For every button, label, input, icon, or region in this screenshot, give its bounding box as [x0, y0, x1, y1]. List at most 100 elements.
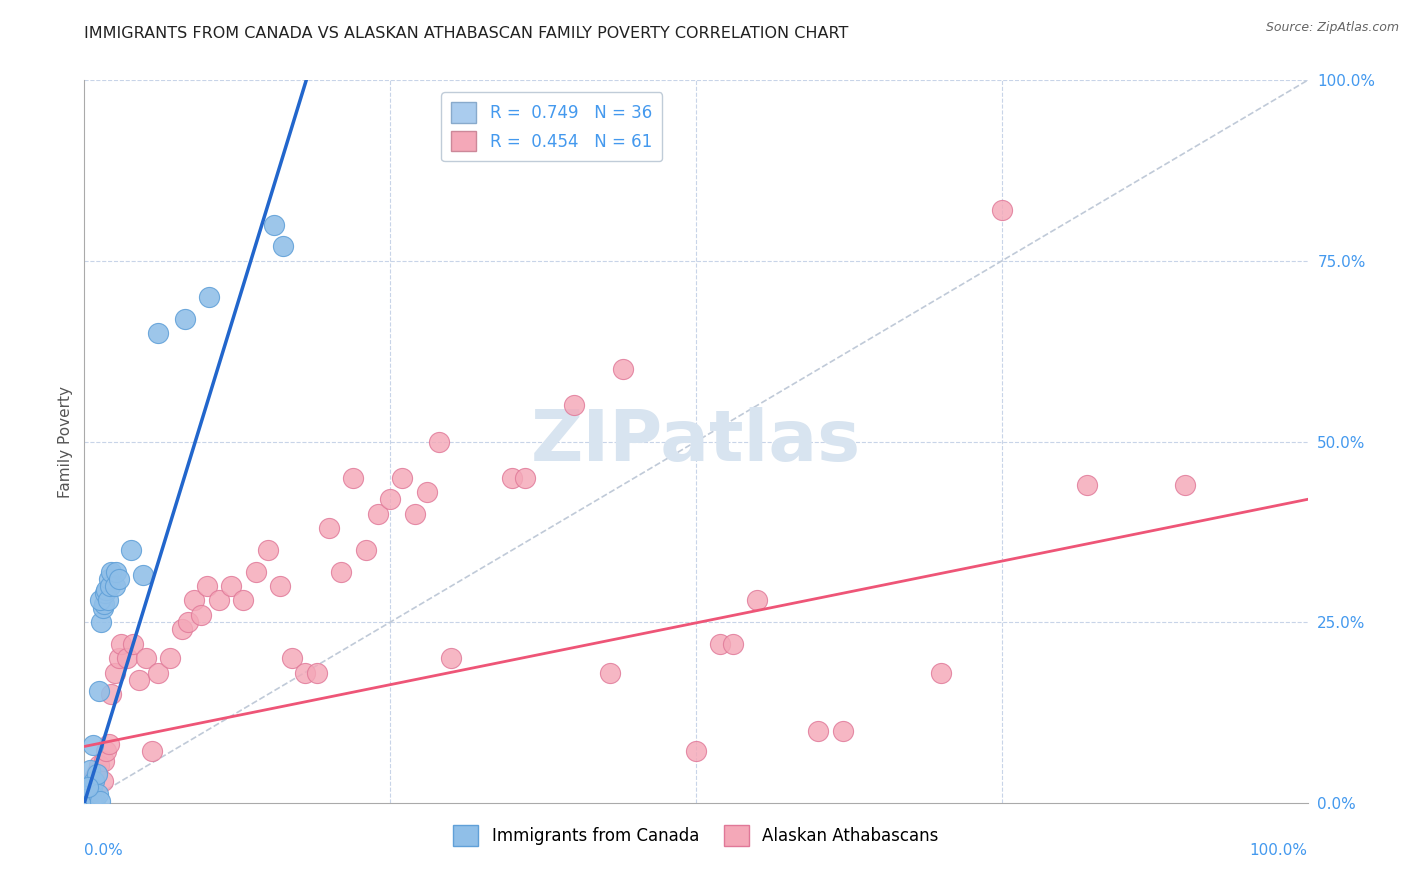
Point: [709, 637, 731, 651]
Point: [97, 593, 120, 607]
Text: Source: ZipAtlas.com: Source: ZipAtlas.com: [1265, 21, 1399, 34]
Legend: Immigrants from Canada, Alaskan Athabascans: Immigrants from Canada, Alaskan Athabasc…: [447, 819, 945, 852]
Point: [90, 615, 112, 630]
Point: [83, 774, 105, 789]
Point: [107, 651, 129, 665]
Point: [94, 586, 117, 600]
Point: [128, 673, 150, 687]
Point: [991, 203, 1014, 218]
Point: [80, 782, 103, 797]
Point: [257, 542, 280, 557]
Point: [330, 565, 353, 579]
Point: [281, 651, 304, 665]
Point: [721, 637, 744, 651]
Point: [105, 565, 128, 579]
Point: [219, 579, 242, 593]
Point: [513, 470, 536, 484]
Point: [135, 651, 157, 665]
Text: 0.0%: 0.0%: [84, 843, 124, 857]
Point: [86, 765, 108, 780]
Point: [122, 637, 145, 651]
Point: [115, 651, 138, 665]
Point: [91, 600, 114, 615]
Point: [100, 565, 122, 579]
Point: [86, 767, 108, 781]
Point: [83, 790, 105, 805]
Point: [502, 470, 524, 484]
Point: [929, 665, 952, 680]
Point: [190, 607, 212, 622]
Point: [80, 794, 103, 808]
Point: [416, 485, 439, 500]
Point: [96, 744, 118, 758]
Point: [77, 780, 100, 794]
Point: [177, 615, 200, 630]
Point: [98, 579, 121, 593]
Point: [232, 593, 254, 607]
Point: [96, 582, 118, 597]
Point: [146, 665, 169, 680]
Point: [91, 774, 114, 789]
Point: [271, 239, 294, 253]
Point: [87, 758, 110, 772]
Point: [747, 593, 769, 607]
Point: [685, 744, 707, 758]
Text: ZIPatlas: ZIPatlas: [531, 407, 860, 476]
Point: [245, 565, 267, 579]
Point: [87, 787, 110, 801]
Point: [807, 723, 830, 738]
Point: [79, 787, 101, 801]
Point: [263, 218, 285, 232]
Point: [93, 597, 115, 611]
Point: [427, 434, 450, 449]
Point: [77, 778, 100, 792]
Point: [198, 290, 221, 304]
Point: [77, 789, 100, 803]
Point: [83, 771, 105, 785]
Point: [87, 683, 110, 698]
Point: [208, 593, 231, 607]
Point: [391, 470, 413, 484]
Point: [110, 637, 132, 651]
Point: [440, 651, 463, 665]
Point: [562, 398, 585, 412]
Point: [612, 362, 634, 376]
Point: [132, 568, 155, 582]
Point: [97, 572, 120, 586]
Point: [82, 778, 104, 792]
Point: [404, 507, 426, 521]
Point: [120, 542, 142, 557]
Point: [305, 665, 328, 680]
Point: [100, 687, 122, 701]
Text: 100.0%: 100.0%: [1250, 843, 1308, 857]
Text: IMMIGRANTS FROM CANADA VS ALASKAN ATHABASCAN FAMILY POVERTY CORRELATION CHART: IMMIGRANTS FROM CANADA VS ALASKAN ATHABA…: [84, 26, 849, 40]
Point: [342, 470, 364, 484]
Point: [294, 665, 316, 680]
Point: [269, 579, 291, 593]
Point: [1076, 478, 1098, 492]
Point: [76, 789, 98, 803]
Point: [89, 593, 111, 607]
Point: [75, 792, 97, 806]
Point: [183, 593, 205, 607]
Y-axis label: Family Poverty: Family Poverty: [58, 385, 73, 498]
Point: [318, 521, 340, 535]
Point: [354, 542, 377, 557]
Point: [104, 579, 127, 593]
Point: [93, 754, 115, 768]
Point: [146, 326, 169, 340]
Point: [159, 651, 181, 665]
Point: [104, 665, 127, 680]
Point: [1174, 478, 1197, 492]
Point: [141, 744, 163, 758]
Point: [172, 623, 194, 637]
Point: [367, 507, 389, 521]
Point: [195, 579, 218, 593]
Point: [77, 792, 100, 806]
Point: [89, 794, 111, 808]
Point: [79, 764, 101, 778]
Point: [599, 665, 621, 680]
Point: [107, 572, 129, 586]
Point: [82, 738, 104, 752]
Point: [97, 737, 120, 751]
